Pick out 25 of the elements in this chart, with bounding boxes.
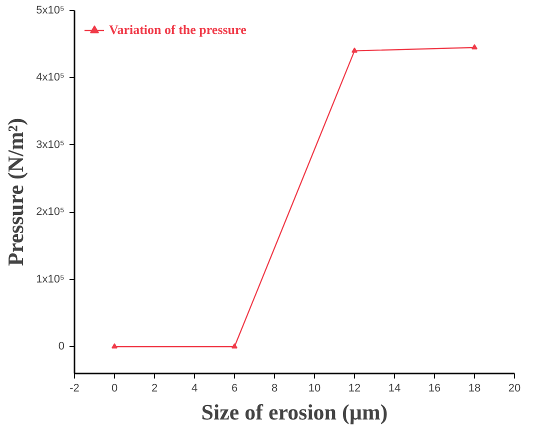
- x-tick-label: -2: [70, 382, 80, 394]
- x-tick-label: 16: [428, 382, 441, 394]
- x-tick-label: 2: [151, 382, 158, 394]
- x-tick-label: 10: [308, 382, 321, 394]
- y-tick-label: 1x10⁵: [36, 273, 65, 286]
- x-tick-label: 18: [468, 382, 481, 394]
- x-tick-label: 20: [508, 382, 521, 394]
- point: [472, 44, 478, 50]
- point: [352, 47, 358, 53]
- x-tick-label: 6: [231, 382, 238, 394]
- y-axis-title: Pressure (N/m²): [3, 118, 28, 266]
- y-tick-label: 2x10⁵: [36, 206, 65, 218]
- y-tick-label: 4x10⁵: [36, 72, 65, 84]
- legend-label: Variation of the pressure: [109, 22, 246, 38]
- y-tick-label: 0: [58, 340, 65, 353]
- point: [232, 343, 238, 349]
- y-tick-label: 3x10⁵: [36, 138, 65, 151]
- x-tick-label: 4: [191, 382, 198, 394]
- x-tick-label: 14: [388, 382, 401, 394]
- x-tick-label: 8: [271, 382, 278, 394]
- point: [112, 343, 118, 349]
- y-tick-label: 5x10⁵: [36, 4, 65, 16]
- x-axis-title: Size of erosion (µm): [201, 400, 388, 424]
- x-tick-label: 12: [348, 382, 361, 394]
- x-tick-label: 0: [111, 382, 118, 394]
